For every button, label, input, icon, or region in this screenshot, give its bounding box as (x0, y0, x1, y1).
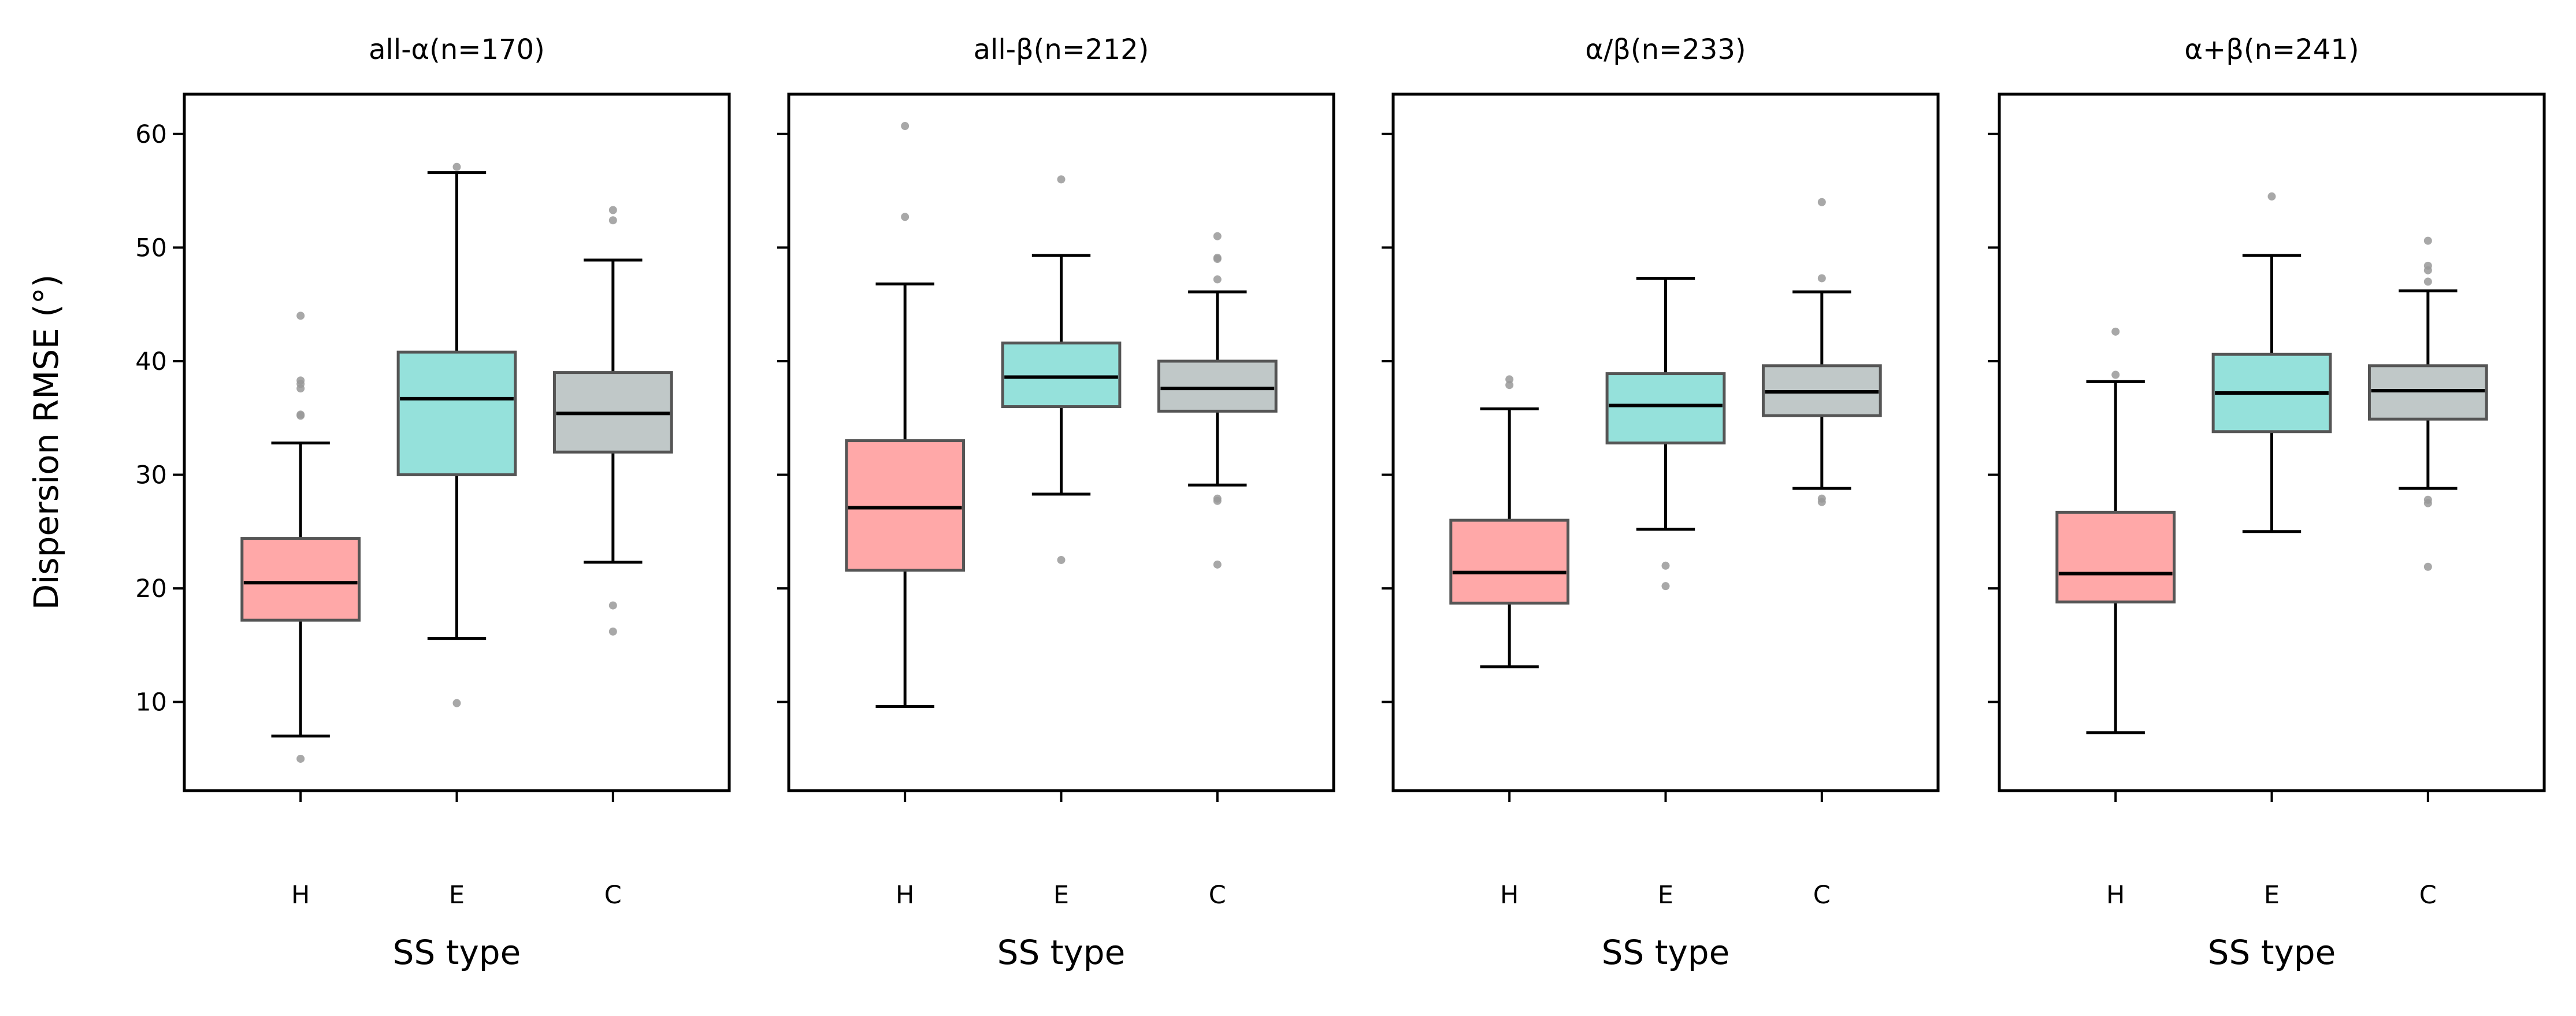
y-tick-label: 60 (135, 120, 167, 149)
outlier-point (2267, 192, 2276, 201)
outlier-point (2423, 236, 2432, 245)
outlier-point (296, 384, 305, 393)
outlier-point (901, 122, 910, 131)
box-H (1449, 518, 1570, 605)
y-tick-label: 40 (135, 347, 167, 376)
outlier-point (2423, 499, 2432, 507)
panel-title: α/β(n=233) (1585, 34, 1746, 66)
outlier-point (608, 601, 617, 610)
axes-frame (183, 92, 731, 792)
outlier-point (452, 162, 461, 171)
outlier-point (1661, 582, 1670, 591)
box-C (1157, 359, 1278, 413)
outlier-point (2111, 327, 2120, 336)
outlier-point (1817, 498, 1826, 506)
outlier-point (296, 312, 305, 320)
box-E (396, 350, 517, 477)
x-tick-label: C (1209, 881, 1226, 910)
outlier-point (2423, 277, 2432, 286)
outlier-point (452, 699, 461, 707)
y-tick-label: 30 (135, 461, 167, 490)
y-tick-label: 10 (135, 688, 167, 717)
panel-title: all-β(n=212) (974, 34, 1149, 66)
x-tick-label: C (604, 881, 622, 910)
outlier-point (2423, 562, 2432, 571)
x-axis-label: SS type (2208, 933, 2336, 972)
y-tick-label: 50 (135, 233, 167, 262)
outlier-point (1817, 274, 1826, 283)
panel-title: all-α(n=170) (369, 34, 545, 66)
axes-frame (787, 92, 1335, 792)
outlier-point (296, 411, 305, 420)
outlier-point (608, 206, 617, 214)
outlier-point (1213, 496, 1222, 505)
x-axis-label: SS type (393, 933, 521, 972)
axes-frame (1391, 92, 1940, 792)
outlier-point (1213, 560, 1222, 569)
x-tick-label: E (1658, 881, 1673, 910)
outlier-point (1505, 375, 1514, 384)
y-axis-label: Dispersion RMSE (°) (27, 275, 66, 610)
outlier-point (2423, 266, 2432, 275)
x-tick-label: E (1053, 881, 1069, 910)
outlier-point (608, 627, 617, 636)
outlier-point (1057, 555, 1066, 564)
x-tick-label: C (2419, 881, 2437, 910)
x-tick-label: H (291, 881, 310, 910)
outlier-point (2111, 370, 2120, 379)
outlier-point (1817, 198, 1826, 206)
outlier-point (1057, 175, 1066, 184)
outlier-point (1213, 255, 1222, 264)
box-H (2055, 510, 2176, 604)
box-H (240, 537, 361, 622)
outlier-point (1661, 561, 1670, 570)
axes-frame (1998, 92, 2546, 792)
x-axis-label: SS type (997, 933, 1126, 972)
outlier-point (1213, 275, 1222, 284)
x-tick-label: E (2264, 881, 2280, 910)
panel-title: α+β(n=241) (2184, 34, 2359, 66)
x-axis-label: SS type (1602, 933, 1730, 972)
x-tick-label: C (1813, 881, 1831, 910)
outlier-point (1213, 232, 1222, 240)
x-tick-label: H (1500, 881, 1519, 910)
box-E (1605, 372, 1726, 444)
outlier-point (608, 216, 617, 225)
outlier-point (1505, 381, 1514, 390)
y-tick-label: 20 (135, 574, 167, 603)
outlier-point (296, 754, 305, 763)
box-E (1001, 341, 1122, 409)
x-tick-label: E (449, 881, 465, 910)
x-tick-label: H (2106, 881, 2125, 910)
outlier-point (901, 213, 910, 221)
x-tick-label: H (896, 881, 914, 910)
box-H (845, 439, 966, 572)
